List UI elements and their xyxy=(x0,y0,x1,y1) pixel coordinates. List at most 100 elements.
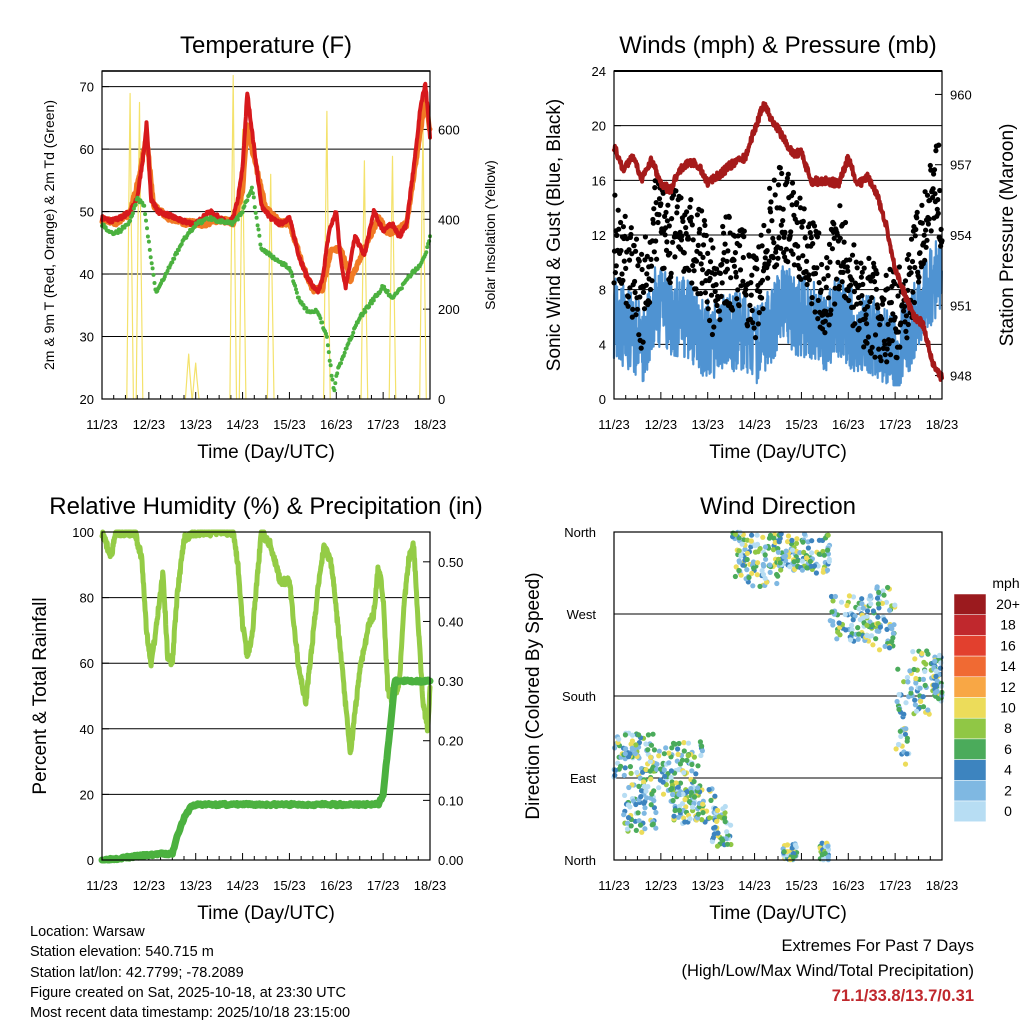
winddir-direction-point xyxy=(648,742,655,748)
winddir-direction-point xyxy=(736,559,743,565)
winddir-legend-label: 16 xyxy=(1000,637,1016,653)
winds-gust-point xyxy=(878,358,884,364)
winddir-direction-point xyxy=(933,682,939,689)
winddir-direction-point xyxy=(714,843,721,849)
winddir-direction-point xyxy=(695,763,701,769)
winddir-direction-point xyxy=(775,549,782,555)
winds-gust-point xyxy=(741,234,747,240)
winddir-direction-point xyxy=(666,750,672,756)
winds-gust-point xyxy=(747,302,753,308)
humidity-y2-tick-label: 0.40 xyxy=(438,614,463,629)
temperature-dewpoint-point xyxy=(294,290,299,295)
winddir-direction-point xyxy=(860,605,866,611)
winddir-direction-point xyxy=(689,761,695,768)
winds-gust-point xyxy=(800,218,806,224)
winds-gust-point xyxy=(687,204,693,210)
winds-gust-point xyxy=(775,255,781,261)
winds-gust-point xyxy=(831,221,837,227)
winds-gust-point xyxy=(757,288,763,295)
temperature-x-tick-label: 17/23 xyxy=(367,417,400,432)
temperature-solar-peak xyxy=(266,173,275,400)
winds-gust-point xyxy=(693,258,700,264)
temperature-dewpoint-point xyxy=(254,215,259,220)
winddir-direction-point xyxy=(803,555,810,561)
winds-gust-point xyxy=(641,306,648,312)
winds-gust-point xyxy=(858,274,865,280)
winds-gust-point xyxy=(733,274,739,280)
winds-gust-point xyxy=(839,279,845,285)
winddir-direction-point xyxy=(789,547,796,553)
winddir-direction-point xyxy=(668,786,674,793)
winddir-direction-point xyxy=(790,850,797,857)
winddir-direction-point xyxy=(693,771,699,777)
winds-gust-point xyxy=(700,254,706,260)
winddir-direction-point xyxy=(685,753,691,759)
winddir-direction-point xyxy=(720,806,726,812)
winds-x-tick-label: 13/23 xyxy=(691,417,724,432)
winds-gust-point xyxy=(625,303,631,309)
winddir-direction-point xyxy=(794,558,801,564)
temperature-y-tick-label: 60 xyxy=(80,142,94,157)
winds-y-axis-label: Sonic Wind & Gust (Blue, Black) xyxy=(544,99,565,371)
winddir-direction-point xyxy=(627,751,633,757)
winddir-direction-point xyxy=(849,622,855,629)
winds-gust-point xyxy=(634,306,641,312)
winds-gust-point xyxy=(707,317,713,324)
winds-gust-point xyxy=(708,292,715,298)
winds-gust-point xyxy=(789,202,795,208)
winds-gust-point xyxy=(871,279,878,285)
temperature-x-tick-label: 13/23 xyxy=(179,417,212,432)
winds-gust-point xyxy=(684,209,690,215)
winddir-direction-point xyxy=(822,850,828,857)
winddir-direction-point xyxy=(622,732,629,738)
humidity-y2-tick-label: 0.50 xyxy=(438,555,463,570)
winds-gust-point xyxy=(814,265,820,271)
temperature-dewpoint-point xyxy=(333,381,338,386)
winddir-direction-point xyxy=(809,538,815,544)
temperature-dewpoint-point xyxy=(235,217,240,222)
humidity-x-tick-label: 18/23 xyxy=(414,878,447,893)
winds-gust-point xyxy=(670,239,676,245)
temperature-dewpoint-point xyxy=(144,218,148,223)
humidity-y2-tick-label: 0.00 xyxy=(438,853,463,868)
temperature-solar-peak xyxy=(238,128,247,400)
temperature-dewpoint-point xyxy=(329,373,334,378)
winddir-direction-point xyxy=(653,809,659,816)
winddir-direction-point xyxy=(733,564,739,570)
winds-gust-point xyxy=(708,237,714,243)
winds-gust-point xyxy=(623,265,629,271)
winddir-direction-point xyxy=(887,623,893,629)
winddir-direction-point xyxy=(762,544,769,550)
winds-gust-point xyxy=(851,242,857,248)
winddir-direction-point xyxy=(825,532,831,538)
winddir-direction-point xyxy=(673,780,679,786)
winds-gust-point xyxy=(842,219,849,226)
humidity-y2-tick-label: 0.20 xyxy=(438,734,463,749)
winds-gust-point xyxy=(683,225,689,231)
winddir-direction-point xyxy=(870,642,876,648)
winddir-direction-point xyxy=(828,593,835,600)
winddir-direction-point xyxy=(913,708,920,714)
temperature-solar-peak xyxy=(191,362,200,400)
winds-gust-point xyxy=(903,313,910,319)
winds-gust-point xyxy=(635,263,641,269)
winds-gust-point xyxy=(748,292,754,298)
winds-gust-point xyxy=(799,224,805,230)
winds-gust-point xyxy=(768,199,774,205)
winds-gust-point xyxy=(636,332,642,338)
winds-gust-point xyxy=(909,258,916,265)
winds-gust-point xyxy=(924,237,930,243)
temperature-dewpoint-point xyxy=(369,301,374,306)
temperature-x-tick-label: 15/23 xyxy=(273,417,306,432)
winds-gust-point xyxy=(887,352,894,358)
winddir-direction-point xyxy=(728,822,734,828)
winddir-direction-point xyxy=(813,570,820,576)
winddir-direction-point xyxy=(804,565,810,571)
humidity-y-axis-label: Percent & Total Rainfall xyxy=(30,597,51,794)
winddir-direction-point xyxy=(642,805,648,811)
winds-gust-point xyxy=(644,253,650,259)
winddir-direction-point xyxy=(825,551,832,557)
winddir-direction-point xyxy=(712,793,718,799)
winds-gust-point xyxy=(774,262,780,268)
winds-gust-point xyxy=(931,167,938,173)
